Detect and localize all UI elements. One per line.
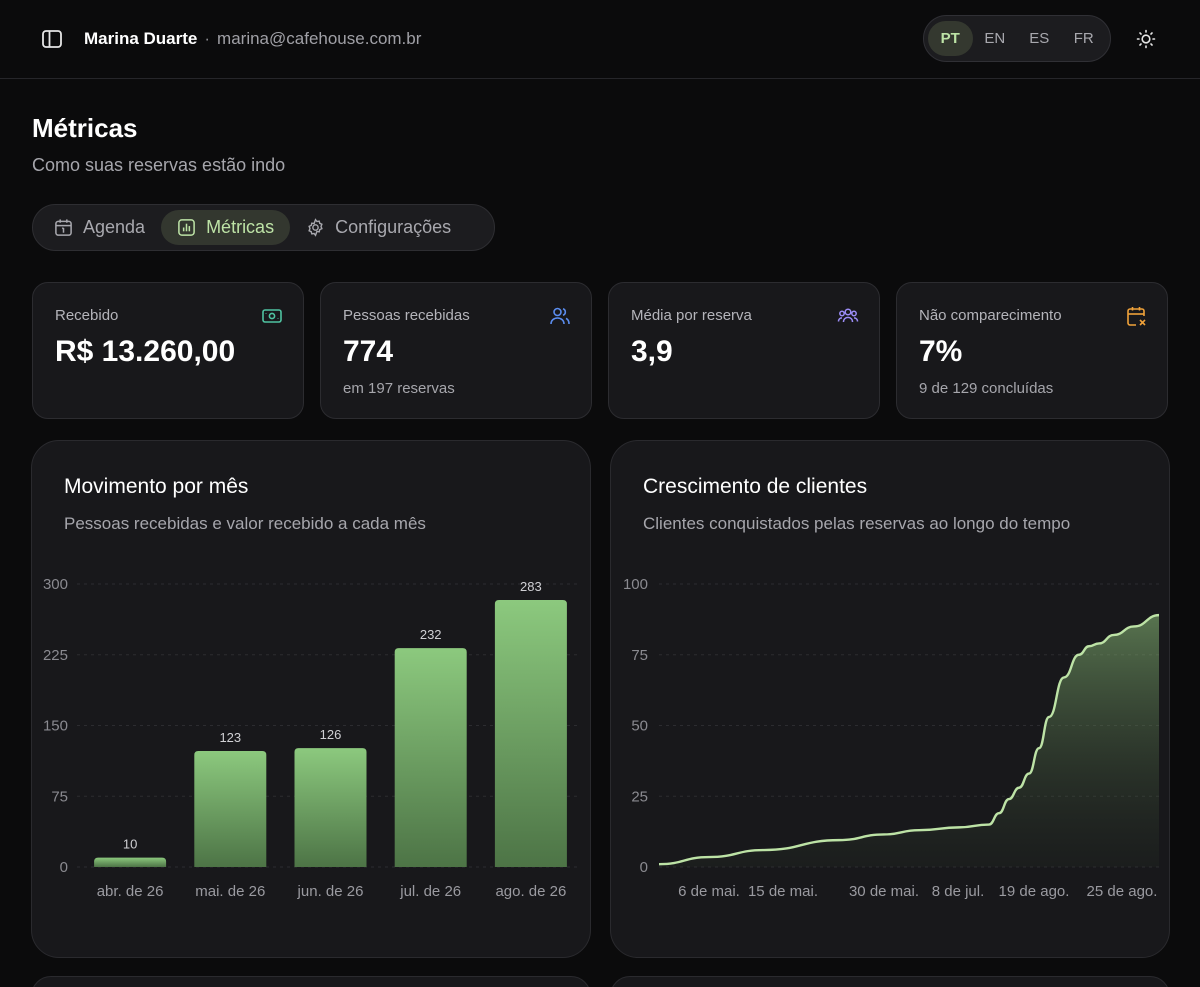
chart-title: Movimento por mês <box>64 475 249 498</box>
language-option-pt[interactable]: PT <box>928 21 973 56</box>
kpi-value: 3,9 <box>631 335 673 368</box>
cash-icon <box>261 305 283 327</box>
x-tick-label: abr. de 26 <box>97 883 164 900</box>
bar[interactable] <box>294 748 367 867</box>
y-tick-label: 0 <box>640 859 648 876</box>
y-tick-label: 100 <box>623 576 648 593</box>
kpi-value: 7% <box>919 335 963 368</box>
y-tick-label: 300 <box>43 576 68 593</box>
x-tick-label: 25 de ago. <box>1087 883 1158 900</box>
y-tick-label: 50 <box>631 718 648 735</box>
chart-card-crescimento: Crescimento de clientes Clientes conquis… <box>610 440 1170 958</box>
kpi-label: Pessoas recebidas <box>343 307 470 324</box>
gear-icon <box>308 218 323 237</box>
sun-icon[interactable] <box>1134 27 1158 51</box>
page-title: Métricas <box>32 113 138 143</box>
bar-chart-icon <box>178 219 195 236</box>
card-next-right <box>610 976 1170 987</box>
user-email: marina@cafehouse.com.br <box>217 29 422 48</box>
x-tick-label: 30 de mai. <box>849 883 919 900</box>
calendar-x-icon <box>1125 305 1147 327</box>
kpi-subtext: em 197 reservas <box>343 380 455 397</box>
area-chart: 0 25 50 75 100 6 de mai. 15 de mai. 30 de mai. 8… <box>623 576 1160 900</box>
kpi-subtext: 9 de 129 concluídas <box>919 380 1054 397</box>
kpi-label: Média por reserva <box>631 307 752 324</box>
bar[interactable] <box>194 750 267 867</box>
user-name: Marina Duarte <box>84 29 198 48</box>
calendar-icon <box>55 219 72 236</box>
language-option-en[interactable]: EN <box>984 30 1006 47</box>
top-bar: Marina Duarte · marina@cafehouse.com.br PT… <box>0 0 1200 79</box>
y-tick-label: 25 <box>631 788 648 805</box>
series-line[interactable] <box>658 613 1160 866</box>
kpi-value: 774 <box>343 335 394 368</box>
x-tick-label: ago. de 26 <box>495 883 566 900</box>
tab-agenda-label: Agenda <box>83 217 146 237</box>
x-tick-label: mai. de 26 <box>195 883 265 900</box>
kpi-card-nao-comparecimento: Não comparecimento 7% 9 de 129 concluída… <box>896 282 1168 419</box>
chart-card-movimento: Movimento por mês Pessoas recebidas e va… <box>31 440 591 958</box>
tab-agenda[interactable]: Agenda <box>38 210 161 245</box>
chart-title: Crescimento de clientes <box>643 475 868 498</box>
bar[interactable] <box>394 648 467 867</box>
y-tick-label: 150 <box>43 718 68 735</box>
card-next-left <box>31 976 591 987</box>
y-tick-label: 225 <box>43 647 68 664</box>
y-tick-label: 0 <box>60 859 68 876</box>
language-option-es[interactable]: ES <box>1029 30 1050 47</box>
section-tabs: Agenda Métricas Configurações <box>32 204 495 251</box>
page-subtitle: Como suas reservas estão indo <box>32 155 286 175</box>
kpi-label: Não comparecimento <box>919 307 1062 324</box>
kpi-card-recebido: Recebido R$ 13.260,00 <box>32 282 304 419</box>
y-tick-label: 75 <box>51 788 68 805</box>
group-icon <box>837 305 859 327</box>
area-fill <box>659 615 1159 867</box>
chart-subtitle: Pessoas recebidas e valor recebido a cad… <box>64 514 426 533</box>
bar-value-label: 10 <box>123 837 137 852</box>
x-tick-label: 6 de mai. <box>678 883 740 900</box>
bar-value-label: 283 <box>520 579 542 594</box>
bar-value-label: 123 <box>219 730 241 745</box>
user-identity: Marina Duarte · marina@cafehouse.com.br <box>84 29 421 49</box>
x-tick-label: 19 de ago. <box>999 883 1070 900</box>
kpi-card-pessoas: Pessoas recebidas 774 em 197 reservas <box>320 282 592 419</box>
x-tick-label: jun. de 26 <box>297 883 364 900</box>
bar-chart: 0 75 150 225 300 10 abr. de 26 123 mai. de 26 126… <box>43 576 580 900</box>
tab-configuracoes[interactable]: Configurações <box>290 210 467 245</box>
tab-configuracoes-label: Configurações <box>335 217 452 237</box>
bar-value-label: 232 <box>420 627 442 642</box>
kpi-label: Recebido <box>55 307 119 324</box>
kpi-value: R$ 13.260,00 <box>55 335 236 368</box>
chart-subtitle: Clientes conquistados pelas reservas ao … <box>643 514 1071 533</box>
bar[interactable] <box>94 857 167 867</box>
tab-metricas[interactable]: Métricas <box>161 210 291 245</box>
x-tick-label: 8 de jul. <box>932 883 985 900</box>
tab-metricas-label: Métricas <box>206 217 275 237</box>
y-tick-label: 75 <box>631 647 648 664</box>
language-option-fr[interactable]: FR <box>1073 30 1094 47</box>
x-tick-label: jul. de 26 <box>399 883 461 900</box>
sidebar-toggle-icon[interactable] <box>40 28 64 50</box>
user-separator: · <box>204 29 211 48</box>
kpi-card-media: Média por reserva 3,9 <box>608 282 880 419</box>
bar[interactable] <box>494 600 567 867</box>
users-icon <box>549 305 571 327</box>
language-switcher: PT EN ES FR <box>923 15 1111 62</box>
x-tick-label: 15 de mai. <box>748 883 818 900</box>
bar-value-label: 126 <box>320 727 342 742</box>
